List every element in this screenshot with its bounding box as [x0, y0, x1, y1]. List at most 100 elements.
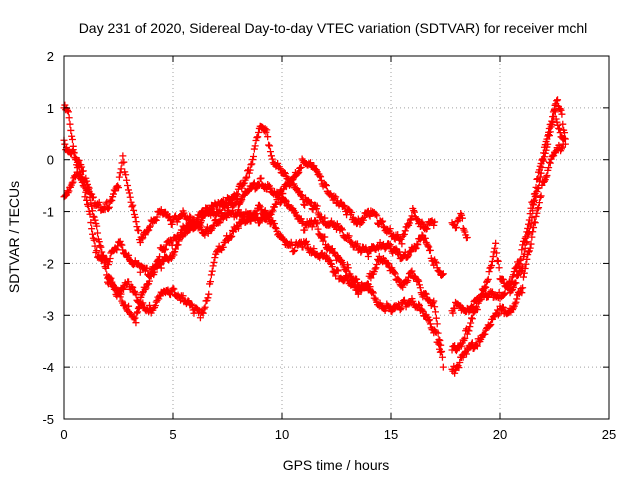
data-point	[176, 233, 184, 241]
data-point	[234, 224, 242, 232]
data-point	[468, 315, 476, 323]
data-point	[152, 216, 160, 224]
data-point	[265, 183, 273, 191]
data-point	[430, 297, 438, 305]
data-point	[271, 223, 279, 231]
data-point	[434, 329, 442, 337]
data-point	[291, 246, 299, 254]
data-point	[249, 156, 257, 164]
data-point	[557, 106, 565, 114]
data-point	[551, 108, 559, 116]
data-point	[128, 203, 136, 211]
data-point	[553, 97, 561, 105]
data-point	[81, 193, 89, 201]
data-point	[251, 185, 259, 193]
data-point	[338, 224, 346, 232]
data-point	[378, 218, 386, 226]
data-point	[438, 271, 446, 279]
data-point	[309, 206, 317, 214]
data-point	[123, 176, 131, 184]
data-point	[557, 145, 565, 153]
data-point	[276, 165, 284, 173]
data-point	[530, 224, 538, 232]
data-point	[223, 214, 231, 222]
data-point	[141, 285, 149, 293]
data-point	[449, 309, 457, 317]
data-point	[179, 292, 187, 300]
data-point	[295, 168, 303, 176]
data-point	[322, 181, 330, 189]
data-point	[119, 246, 127, 254]
data-point	[518, 289, 526, 297]
data-point	[247, 161, 255, 169]
data-point	[340, 202, 348, 210]
data-point	[405, 273, 413, 281]
data-point	[297, 192, 305, 200]
data-point	[431, 308, 439, 316]
data-point	[175, 237, 183, 245]
data-point	[302, 237, 310, 245]
data-point	[246, 166, 254, 174]
data-point	[369, 289, 377, 297]
data-point	[251, 211, 259, 219]
data-point	[494, 257, 502, 265]
data-point	[321, 214, 329, 222]
data-point	[436, 348, 444, 356]
data-point	[236, 199, 244, 207]
data-point	[79, 167, 87, 175]
data-point	[153, 297, 161, 305]
data-point	[555, 125, 563, 133]
data-point	[529, 228, 537, 236]
data-point	[546, 128, 554, 136]
data-point	[106, 198, 114, 206]
data-point	[342, 273, 350, 281]
data-point	[337, 198, 345, 206]
data-point	[201, 231, 209, 239]
data-point	[281, 236, 289, 244]
data-point	[81, 178, 89, 186]
data-point	[561, 140, 569, 148]
data-point	[114, 242, 122, 250]
data-point	[397, 305, 405, 313]
data-point	[371, 294, 379, 302]
data-point	[338, 226, 346, 234]
data-point	[105, 258, 113, 266]
data-point	[77, 175, 85, 183]
data-point	[521, 234, 529, 242]
data-point	[382, 243, 390, 251]
series-track-7	[448, 140, 567, 377]
data-point	[525, 248, 533, 256]
data-point	[536, 193, 544, 201]
data-point	[395, 277, 403, 285]
data-point	[219, 196, 227, 204]
data-point	[527, 204, 535, 212]
data-point	[314, 225, 322, 233]
data-point	[253, 134, 261, 142]
data-point	[332, 193, 340, 201]
data-point	[452, 223, 460, 231]
data-point	[145, 277, 153, 285]
data-point	[373, 212, 381, 220]
data-point	[525, 229, 533, 237]
data-point	[400, 230, 408, 238]
data-point	[416, 284, 424, 292]
data-point	[207, 207, 215, 215]
data-point	[421, 289, 429, 297]
data-point	[189, 218, 197, 226]
data-point	[410, 208, 418, 216]
data-point	[395, 300, 403, 308]
data-point	[281, 169, 289, 177]
data-point	[249, 153, 257, 161]
data-point	[438, 348, 446, 356]
data-point	[540, 149, 548, 157]
data-point	[244, 215, 252, 223]
data-point	[69, 146, 77, 154]
data-point	[520, 237, 528, 245]
data-point	[170, 251, 178, 259]
data-point	[499, 276, 507, 284]
data-point	[345, 232, 353, 240]
data-point	[146, 222, 154, 230]
data-point	[120, 285, 128, 293]
data-point	[436, 337, 444, 345]
